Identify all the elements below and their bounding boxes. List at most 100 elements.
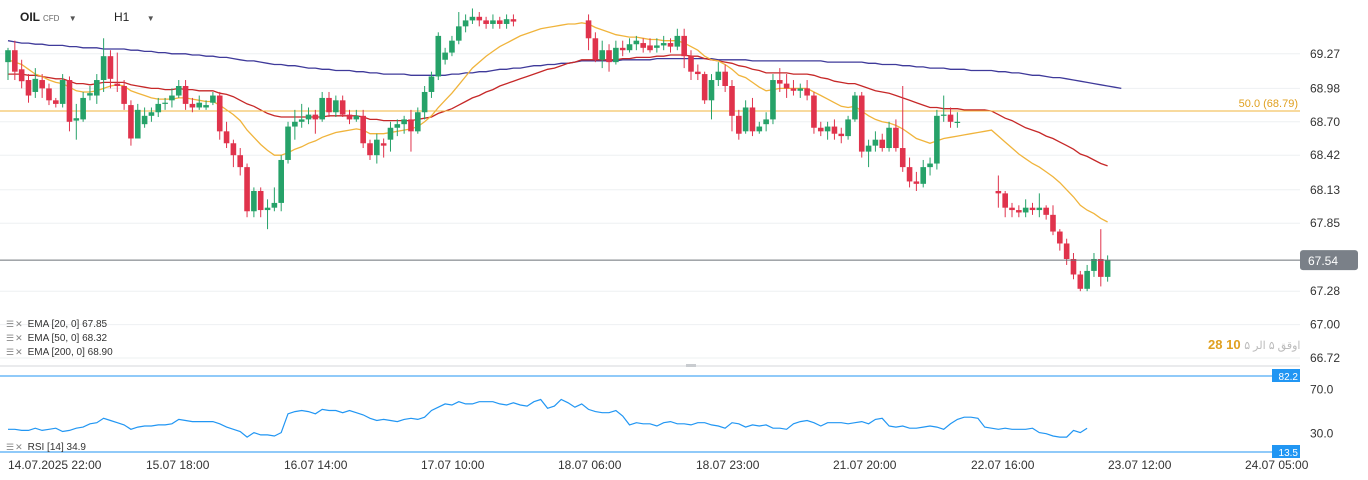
candle-body [380, 143, 387, 146]
candle-body [1009, 207, 1015, 211]
candle-body [483, 20, 489, 24]
candle [449, 35, 455, 57]
candle-body [285, 126, 291, 160]
candle [134, 103, 141, 139]
candle-body [770, 80, 776, 120]
price-tick-label: 69.27 [1310, 47, 1340, 61]
candle-body [121, 86, 127, 104]
candles [5, 8, 1111, 292]
candle [73, 103, 80, 140]
candle-body [804, 88, 810, 96]
pane-separator[interactable] [0, 364, 1300, 367]
settings-icon[interactable]: ☰✕ [6, 333, 24, 343]
settings-icon[interactable]: ☰✕ [6, 442, 24, 452]
candle-body [886, 127, 892, 149]
candle-body [298, 119, 305, 122]
candle [39, 74, 45, 98]
candle-body [339, 100, 346, 115]
candle-body [66, 80, 73, 122]
legend-ema200[interactable]: ☰✕ EMA [200, 0] 68.90 [6, 347, 113, 358]
candle [455, 12, 462, 45]
candle [920, 159, 927, 188]
candle [107, 50, 114, 89]
price-tick-label: 67.00 [1310, 318, 1340, 332]
chevron-down-icon: ▼ [146, 14, 155, 23]
candle [831, 119, 838, 140]
candle-body [947, 114, 954, 122]
candle-body [695, 71, 701, 75]
candle-body [742, 107, 749, 132]
rsi-level-label: 82.2 [1279, 372, 1299, 383]
candle-body [421, 91, 428, 113]
candle-body [606, 50, 612, 63]
candle-body [701, 74, 708, 101]
candle-body [954, 121, 961, 123]
watermark-left: 28 [1208, 337, 1223, 352]
candle-body [893, 127, 899, 149]
time-axis[interactable]: 14.07.2025 22:00 15.07 18:00 16.07 14:00 17… [8, 458, 1309, 472]
candle [148, 107, 155, 122]
candle-body [455, 26, 462, 41]
candle-body [496, 20, 503, 24]
timeframe-selector[interactable]: H1 ▼ [114, 10, 155, 24]
candle-body [811, 95, 817, 128]
candle [394, 119, 401, 137]
candle-body [776, 80, 783, 84]
candle [387, 121, 394, 152]
candle [1022, 199, 1029, 218]
candle-body [865, 145, 872, 152]
candle [722, 64, 728, 92]
candle [326, 91, 332, 118]
candle [1050, 205, 1056, 236]
legend-ema50[interactable]: ☰✕ EMA [50, 0] 68.32 [6, 333, 107, 344]
settings-icon[interactable]: ☰✕ [6, 319, 24, 329]
candle-body [1070, 258, 1077, 275]
legend-ema20[interactable]: ☰✕ EMA [20, 0] 67.85 [6, 319, 107, 330]
candle [490, 14, 496, 29]
candle [640, 38, 646, 53]
candle-body [899, 148, 906, 168]
candle [1043, 205, 1049, 220]
symbol-selector[interactable]: OIL CFD ▼ [20, 10, 77, 24]
candle-body [476, 16, 483, 21]
candle-body [824, 126, 831, 132]
candle-body [934, 115, 940, 164]
candle-body [305, 114, 312, 120]
settings-icon[interactable]: ☰✕ [6, 347, 24, 357]
price-axis[interactable]: 69.27 68.98 68.70 68.42 68.13 67.85 67.28 67.00… [1310, 47, 1340, 365]
candle-body [913, 181, 920, 184]
candle-body [87, 93, 93, 96]
candle [428, 71, 435, 98]
candle [626, 38, 633, 53]
candle [647, 38, 653, 53]
price-tick-label: 68.42 [1310, 148, 1340, 162]
candle-body [12, 50, 18, 72]
candle [237, 148, 244, 176]
candle-body [162, 102, 168, 104]
candle-body [462, 20, 469, 27]
candle [292, 109, 298, 140]
candle-body [230, 143, 237, 156]
resize-handle-icon [686, 364, 696, 367]
candle [681, 28, 687, 69]
candle [660, 35, 667, 51]
legend-rsi[interactable]: ☰✕ RSI [14] 34.9 [6, 442, 86, 453]
candle [776, 68, 783, 92]
candle [285, 121, 291, 164]
candle-body [25, 80, 32, 96]
candle-body [845, 119, 851, 137]
candle [169, 88, 175, 108]
candle-body [722, 71, 728, 86]
candle-body [223, 131, 230, 144]
candle [244, 163, 250, 218]
candle-body [1098, 258, 1104, 277]
rsi-level-label: 13.5 [1279, 448, 1299, 459]
candle [947, 107, 954, 128]
candle [175, 80, 182, 98]
candle-body [469, 16, 476, 21]
candle [271, 187, 278, 212]
candle-body [53, 100, 59, 104]
candle [654, 38, 660, 53]
candle [25, 74, 32, 103]
